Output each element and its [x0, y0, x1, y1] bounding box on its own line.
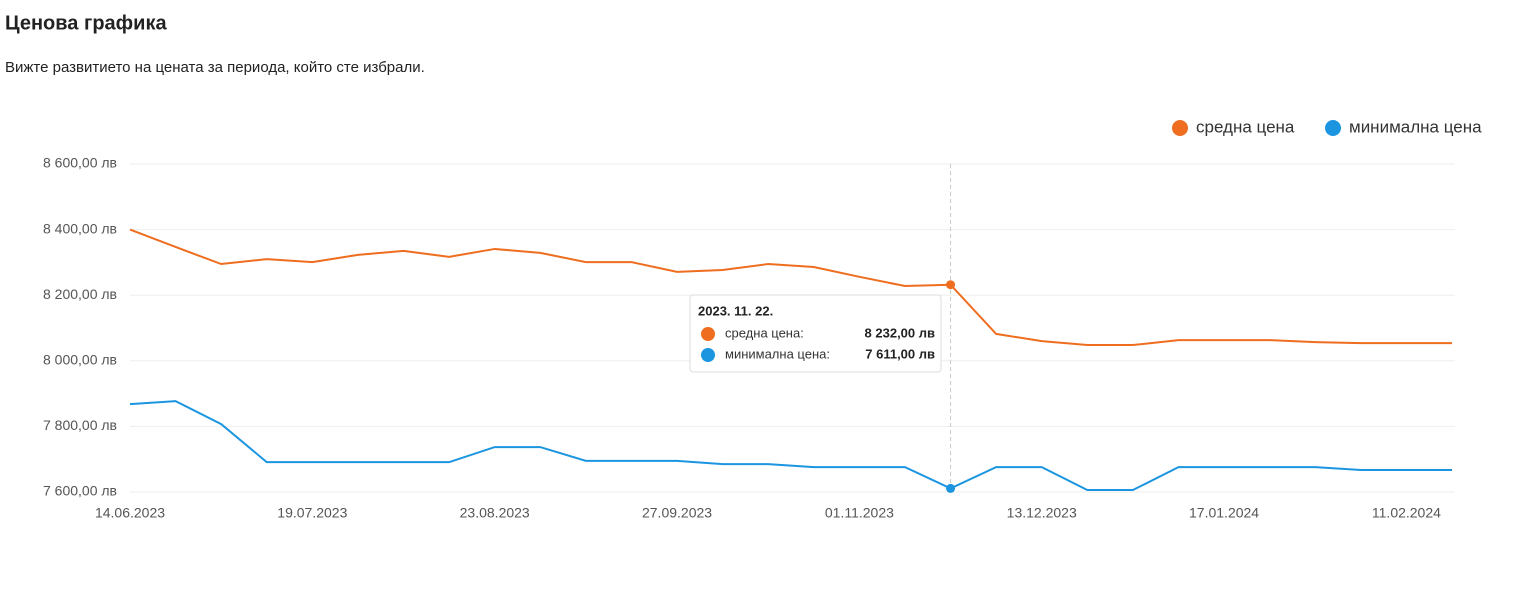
x-tick-label: 11.02.2024 — [1372, 505, 1441, 521]
y-tick-label: 8 600,00 лв — [43, 155, 117, 171]
legend-label: средна цена — [1196, 117, 1295, 136]
y-tick-label: 8 400,00 лв — [43, 220, 117, 236]
highlight-point — [946, 483, 956, 493]
x-tick-label: 14.06.2023 — [95, 505, 165, 521]
x-tick-label: 13.12.2023 — [1007, 505, 1077, 521]
y-tick-label: 7 800,00 лв — [43, 417, 117, 433]
tooltip-title: 2023. 11. 22. — [698, 303, 773, 318]
legend-label: минимална цена — [1349, 117, 1482, 136]
subtitle: Вижте развитието на цената за периода, к… — [5, 59, 425, 76]
line-series — [129, 228, 1452, 347]
tooltip-value: 7 611,00 лв — [865, 346, 935, 361]
line-series — [129, 400, 1452, 492]
x-tick-label: 27.09.2023 — [642, 505, 712, 521]
x-tick-label: 01.11.2023 — [825, 505, 894, 521]
y-tick-label: 8 000,00 лв — [43, 352, 117, 368]
tooltip-label: минимална цена: — [725, 346, 830, 361]
legend-marker — [1325, 120, 1341, 136]
tooltip-box — [689, 294, 942, 373]
tooltip-label: средна цена: — [725, 325, 804, 340]
tooltip-marker — [701, 348, 715, 362]
y-tick-label: 7 600,00 лв — [43, 483, 117, 499]
legend-marker — [1172, 120, 1188, 136]
tooltip-value: 8 232,00 лв — [865, 325, 935, 340]
highlight-point — [946, 280, 956, 290]
tooltip-marker — [701, 327, 715, 341]
y-tick-label: 8 200,00 лв — [43, 286, 117, 302]
title: Ценова графика — [5, 12, 167, 34]
x-tick-label: 19.07.2023 — [277, 505, 347, 521]
x-tick-label: 23.08.2023 — [460, 505, 530, 521]
x-tick-label: 17.01.2024 — [1189, 505, 1259, 521]
